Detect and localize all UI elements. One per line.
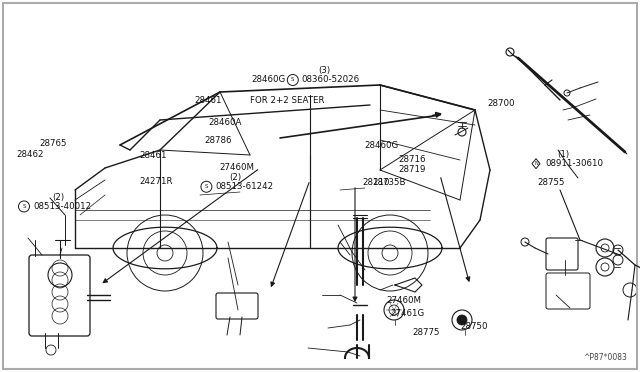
- Text: 28716: 28716: [398, 155, 426, 164]
- Text: 28750: 28750: [461, 322, 488, 331]
- Text: 28110: 28110: [362, 178, 390, 187]
- Text: (3): (3): [319, 66, 331, 75]
- Text: (2): (2): [229, 173, 241, 182]
- Text: 28719: 28719: [398, 165, 426, 174]
- Text: 28460G: 28460G: [252, 76, 286, 84]
- Text: 08513-40012: 08513-40012: [33, 202, 91, 211]
- Text: 28460G: 28460G: [365, 141, 399, 150]
- Text: 28775: 28775: [413, 328, 440, 337]
- Text: 28735B: 28735B: [372, 178, 406, 187]
- Text: S: S: [22, 204, 26, 209]
- Text: FOR 2+2 SEATER: FOR 2+2 SEATER: [250, 96, 324, 105]
- Text: 27461G: 27461G: [390, 309, 425, 318]
- Text: ^P87*0083: ^P87*0083: [583, 353, 627, 362]
- Text: (1): (1): [557, 150, 569, 159]
- Text: N: N: [534, 161, 538, 166]
- Text: S: S: [205, 184, 208, 189]
- FancyBboxPatch shape: [546, 238, 578, 270]
- Text: 27460M: 27460M: [220, 163, 255, 172]
- Text: 28462: 28462: [16, 150, 44, 159]
- Text: 28765: 28765: [40, 139, 67, 148]
- Text: 28786: 28786: [205, 136, 232, 145]
- FancyBboxPatch shape: [29, 255, 90, 336]
- Text: 28460A: 28460A: [208, 118, 241, 126]
- Text: 28461: 28461: [140, 151, 167, 160]
- Text: 24271R: 24271R: [140, 177, 173, 186]
- Text: 28461: 28461: [195, 96, 222, 105]
- FancyBboxPatch shape: [546, 273, 590, 309]
- Text: 08911-30610: 08911-30610: [545, 159, 603, 168]
- Text: (2): (2): [52, 193, 65, 202]
- FancyBboxPatch shape: [216, 293, 258, 319]
- Text: S: S: [291, 77, 294, 83]
- Circle shape: [457, 315, 467, 325]
- Text: 08360-52026: 08360-52026: [302, 76, 360, 84]
- Text: 28755: 28755: [538, 178, 565, 187]
- Text: 27460M: 27460M: [386, 296, 421, 305]
- Text: 28700: 28700: [488, 99, 515, 108]
- Text: 08513-61242: 08513-61242: [216, 182, 273, 191]
